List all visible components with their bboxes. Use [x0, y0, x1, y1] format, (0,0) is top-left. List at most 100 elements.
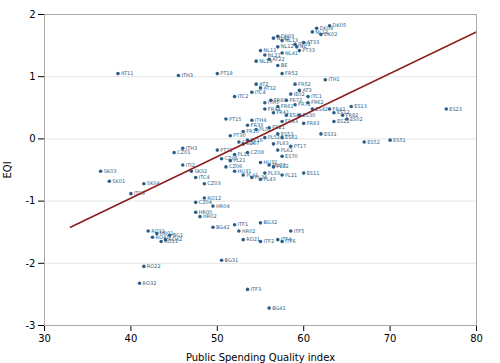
svg-text:60: 60: [297, 333, 310, 344]
svg-text:RO22: RO22: [147, 263, 161, 269]
svg-text:PT17: PT17: [294, 143, 306, 149]
svg-text:RO41: RO41: [155, 233, 170, 240]
svg-text:CZ04: CZ04: [199, 199, 212, 205]
svg-text:Public Spending Quality index: Public Spending Quality index: [186, 352, 335, 363]
svg-text:ITF5: ITF5: [294, 228, 305, 234]
svg-text:2: 2: [29, 9, 35, 20]
svg-text:0: 0: [29, 133, 35, 144]
svg-text:AT3: AT3: [302, 87, 311, 93]
svg-text:FR52: FR52: [285, 70, 298, 76]
svg-text:FR81: FR81: [274, 97, 287, 103]
svg-text:FR10: FR10: [246, 128, 259, 134]
svg-text:ES52: ES52: [367, 139, 380, 145]
svg-text:PL52: PL52: [268, 134, 280, 140]
svg-text:ITC3: ITC3: [133, 190, 145, 197]
svg-text:FR82: FR82: [346, 112, 359, 118]
svg-text:FR61: FR61: [281, 103, 294, 109]
svg-text:40: 40: [125, 333, 138, 344]
svg-text:DK05: DK05: [333, 22, 347, 28]
svg-text:RO31: RO31: [151, 227, 165, 234]
svg-text:FR71: FR71: [298, 101, 311, 107]
svg-text:DK04: DK04: [320, 25, 334, 31]
svg-text:ITC4: ITC4: [255, 89, 266, 95]
svg-text:ITI2: ITI2: [186, 162, 195, 168]
svg-text:HU33: HU33: [272, 162, 286, 168]
svg-text:1: 1: [29, 71, 35, 82]
svg-text:ITC2: ITC2: [238, 93, 249, 99]
svg-text:RO11: RO11: [164, 238, 178, 244]
svg-text:ITC4: ITC4: [199, 174, 210, 180]
svg-text:ITF2: ITF2: [264, 238, 275, 244]
svg-text:RO21: RO21: [246, 236, 260, 242]
svg-text:BG41: BG41: [272, 305, 286, 311]
svg-text:AT32: AT32: [263, 84, 276, 91]
svg-text:FR62: FR62: [311, 99, 324, 105]
svg-text:PL33: PL33: [268, 170, 280, 176]
svg-text:ES13: ES13: [354, 103, 367, 109]
svg-text:70: 70: [384, 333, 397, 344]
svg-text:FR44: FR44: [268, 106, 281, 112]
svg-text:EQI: EQI: [2, 161, 13, 178]
svg-text:ES70: ES70: [285, 153, 298, 159]
svg-text:PL21: PL21: [285, 172, 297, 178]
svg-text:CZ01: CZ01: [177, 149, 190, 155]
svg-text:RO12: RO12: [207, 194, 222, 201]
svg-text:HR04: HR04: [216, 203, 230, 209]
svg-text:ITH1: ITH1: [328, 76, 339, 82]
svg-text:-3: -3: [26, 320, 36, 331]
svg-text:ITF3: ITF3: [251, 286, 262, 292]
svg-text:ITC1: ITC1: [311, 93, 322, 99]
svg-text:SK02: SK02: [194, 168, 207, 174]
svg-text:BG31: BG31: [225, 257, 239, 263]
svg-text:ES11: ES11: [307, 170, 320, 176]
svg-text:ES31: ES31: [324, 131, 337, 137]
svg-text:NL14: NL14: [259, 58, 272, 64]
svg-text:NL11: NL11: [264, 47, 277, 53]
svg-text:ES51: ES51: [393, 137, 406, 143]
svg-text:PL61: PL61: [281, 147, 293, 153]
svg-text:FR41: FR41: [276, 109, 290, 116]
svg-text:NL42: NL42: [276, 35, 289, 41]
svg-text:ES02: ES02: [349, 115, 363, 122]
svg-text:-2: -2: [26, 258, 36, 269]
svg-text:ITH3: ITH3: [181, 72, 192, 78]
svg-text:-1: -1: [26, 195, 36, 206]
svg-text:NL12: NL12: [281, 43, 294, 49]
svg-text:ITF6: ITF6: [285, 238, 296, 244]
svg-text:BG42: BG42: [216, 224, 230, 230]
svg-text:BG32: BG32: [264, 219, 278, 225]
svg-text:PT19: PT19: [298, 41, 310, 47]
svg-text:PL63: PL63: [276, 140, 288, 146]
svg-text:ES61: ES61: [285, 134, 298, 140]
svg-text:RO32: RO32: [143, 280, 157, 286]
svg-text:HR01: HR01: [160, 230, 174, 236]
svg-text:ITH4: ITH4: [254, 116, 267, 123]
svg-text:AT11: AT11: [121, 70, 133, 76]
svg-text:80: 80: [470, 333, 483, 344]
svg-text:ITH3: ITH3: [185, 144, 198, 151]
svg-text:PT30: PT30: [233, 132, 245, 138]
svg-text:SK04: SK04: [146, 180, 160, 187]
svg-text:30: 30: [38, 333, 51, 344]
svg-text:PT18: PT18: [220, 70, 232, 76]
svg-text:PL43: PL43: [264, 176, 276, 182]
svg-text:FR42: FR42: [333, 106, 346, 112]
svg-text:PT15: PT15: [229, 116, 241, 122]
svg-text:CZ03: CZ03: [207, 180, 220, 186]
svg-text:PL11: PL11: [238, 151, 250, 157]
svg-text:FR83: FR83: [307, 120, 320, 126]
svg-text:CZ08: CZ08: [251, 149, 264, 155]
svg-text:ITF1: ITF1: [238, 221, 249, 227]
svg-text:HR02: HR02: [203, 213, 217, 219]
svg-text:BE: BE: [281, 62, 288, 68]
svg-text:ES23: ES23: [449, 106, 462, 112]
svg-text:NL41: NL41: [285, 50, 298, 56]
svg-text:ES22: ES22: [337, 118, 350, 124]
svg-text:50: 50: [211, 333, 224, 344]
svg-text:SK01: SK01: [112, 178, 125, 184]
svg-text:HR02: HR02: [242, 228, 256, 234]
svg-text:PL21: PL21: [233, 157, 245, 163]
svg-text:SK03: SK03: [104, 168, 117, 174]
svg-text:FR52: FR52: [298, 81, 311, 87]
svg-text:BG1: BG1: [173, 232, 183, 238]
